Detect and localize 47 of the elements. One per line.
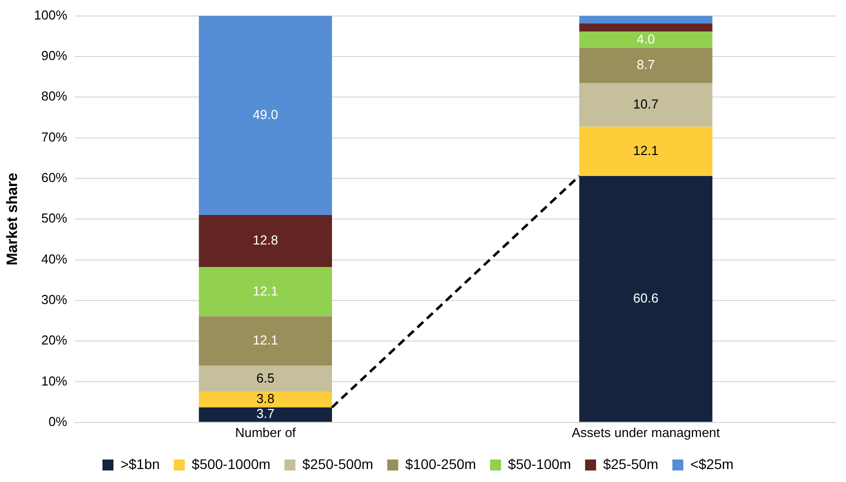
y-tick-label: 40% [41,251,68,266]
legend-label: $100-250m [405,456,476,472]
bar [579,176,712,422]
data-label: 4.0 [636,31,655,46]
data-label: 3.8 [256,391,274,406]
y-tick-label: 90% [41,48,68,64]
data-label: 49.0 [252,106,278,122]
legend-label: $25-50m [603,456,658,472]
bar [198,407,332,422]
legend-label: $50-100m [508,456,572,472]
y-tick-label: 60% [41,170,68,186]
bar [579,126,712,176]
data-label: 12.1 [633,142,658,158]
bar [198,215,332,268]
data-label: 60.6 [633,290,658,306]
bar [198,392,332,408]
data-label: 3.7 [256,406,274,422]
bar [198,365,332,392]
data-label: 12.1 [252,283,278,298]
bar [579,48,712,84]
y-tick-label: 100% [34,7,68,22]
legend-label: $250-500m [302,456,374,472]
data-label: 12.1 [252,332,278,348]
x-tick-label: Assets under managment [572,424,720,440]
y-tick-label: 10% [41,373,68,388]
y-tick-label: 20% [41,332,68,348]
bar [579,16,712,24]
y-axis-title: Market share [4,172,22,266]
bar [198,316,332,366]
data-label: 6.5 [256,370,274,386]
x-tick-label: Number of [235,424,296,440]
y-tick-label: 80% [41,88,68,104]
bar [198,16,332,216]
bar [579,24,712,32]
legend-label: <$25m [690,456,734,472]
y-tick-label: 50% [41,210,68,226]
y-tick-label: 70% [41,129,68,144]
data-label: 8.7 [636,57,655,72]
bar [579,32,712,48]
legend-label: $500-1000m [192,456,270,472]
bar [579,83,712,127]
y-tick-label: 0% [48,414,68,429]
y-tick-label: 30% [41,292,68,307]
legend-label: >$1bn [120,456,160,472]
bar [198,267,332,316]
data-label: 10.7 [633,96,658,112]
data-label: 12.8 [252,232,278,248]
